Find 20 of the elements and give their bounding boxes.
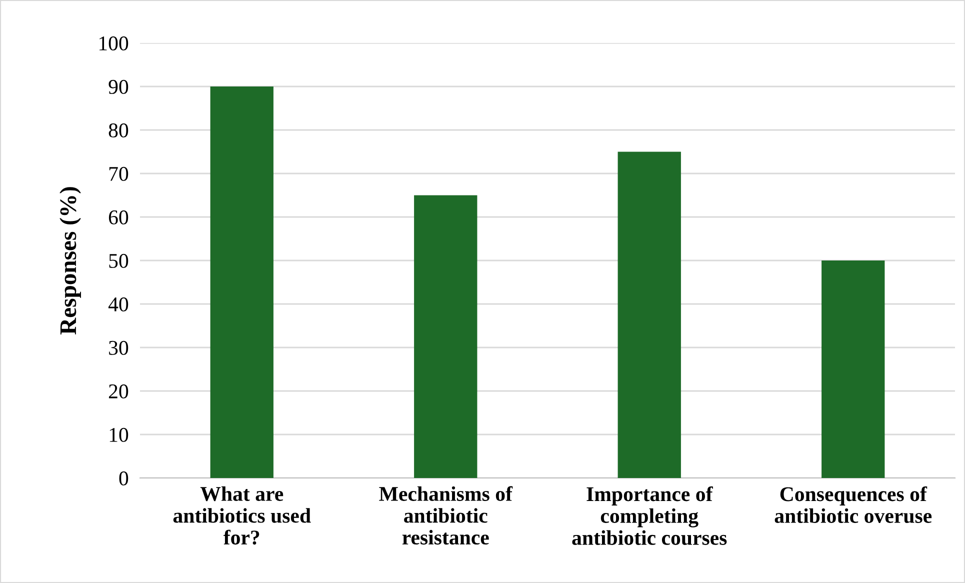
y-tick-label: 20 [108,384,128,398]
bar [618,152,681,478]
bar [414,195,478,478]
x-tick-label: What are antibiotics used for? [173,486,311,545]
y-tick-label: 10 [110,428,128,442]
x-tick-label: Importance of completing antibiotic courses [572,486,727,545]
y-axis-title: Responses (%) [60,187,81,335]
y-tick-label: 80 [108,123,128,138]
y-tick-label: 100 [99,36,128,50]
y-tick-label: 60 [108,210,128,224]
y-tick-label: 50 [109,254,128,268]
y-tick-label: 90 [108,80,128,94]
x-tick-label: Consequences of antibiotic overuse [774,486,932,524]
y-tick-label: 0 [119,471,128,486]
y-tick-label: 40 [108,297,128,312]
bar [210,86,274,478]
bar [822,260,885,478]
x-tick-label: Mechanisms of antibiotic resistance [379,486,513,545]
y-tick-label: 30 [109,340,128,355]
y-tick-label: 70 [109,166,128,181]
